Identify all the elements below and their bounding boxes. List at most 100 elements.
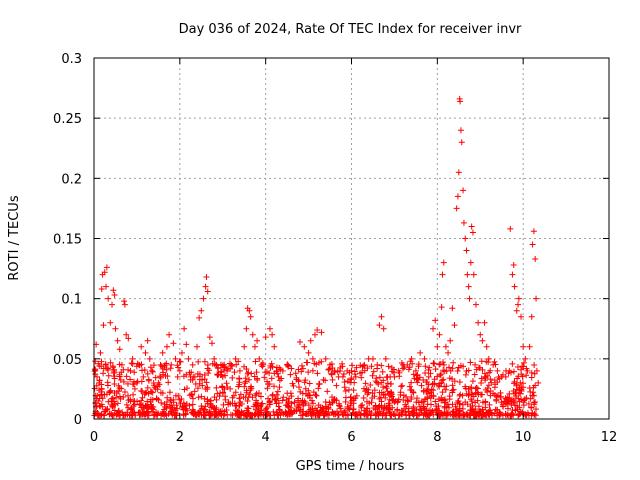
- noise-point: [120, 393, 127, 400]
- data-point: [485, 355, 492, 362]
- noise-point: [485, 382, 492, 389]
- data-point: [112, 325, 119, 332]
- data-point: [490, 361, 497, 368]
- data-points: [92, 95, 542, 404]
- noise-point: [139, 394, 146, 401]
- noise-point: [274, 395, 281, 402]
- noise-point: [263, 368, 270, 375]
- data-point: [533, 295, 540, 302]
- data-point: [96, 379, 103, 386]
- noise-point: [382, 412, 389, 419]
- data-point: [434, 343, 441, 350]
- noise-point: [369, 372, 376, 379]
- noise-point: [111, 407, 118, 414]
- noise-point: [116, 373, 123, 380]
- data-point: [468, 223, 475, 230]
- data-point: [477, 331, 484, 338]
- noise-point: [450, 359, 457, 366]
- noise-point: [227, 365, 234, 372]
- data-point: [376, 322, 383, 329]
- data-point: [107, 319, 114, 326]
- noise-point: [253, 397, 260, 404]
- noise-point: [220, 412, 227, 419]
- noise-point: [316, 381, 323, 388]
- noise-point: [189, 409, 196, 416]
- noise-point: [243, 389, 250, 396]
- noise-point: [413, 399, 420, 406]
- noise-point: [198, 393, 205, 400]
- noise-point: [219, 383, 226, 390]
- noise-point: [397, 389, 404, 396]
- noise-point: [236, 402, 243, 409]
- noise-point: [414, 395, 421, 402]
- noise-point: [472, 399, 479, 406]
- data-point: [526, 343, 533, 350]
- noise-point: [124, 380, 131, 387]
- x-tick-label: 12: [601, 430, 618, 445]
- noise-point: [305, 387, 312, 394]
- data-point: [361, 361, 368, 368]
- noise-point: [144, 398, 151, 405]
- noise-point: [506, 390, 513, 397]
- noise-point: [504, 394, 511, 401]
- noise-point: [327, 401, 334, 408]
- data-point: [176, 367, 183, 374]
- noise-point: [287, 371, 294, 378]
- noise-point: [478, 375, 485, 382]
- noise-point: [456, 392, 463, 399]
- noise-point: [370, 368, 377, 375]
- noise-point: [188, 391, 195, 398]
- noise-point: [381, 405, 388, 412]
- noise-point: [203, 379, 210, 386]
- data-point: [378, 313, 385, 320]
- noise-point: [269, 392, 276, 399]
- noise-point: [95, 387, 102, 394]
- noise-point: [360, 362, 367, 369]
- x-tick-label: 10: [515, 430, 532, 445]
- noise-point: [362, 380, 369, 387]
- noise-point: [111, 366, 118, 373]
- noise-point: [160, 369, 167, 376]
- noise-point: [215, 365, 222, 372]
- noise-point: [408, 395, 415, 402]
- noise-point: [531, 361, 538, 368]
- noise-point: [254, 408, 261, 415]
- data-point: [314, 326, 321, 333]
- noise-point: [527, 395, 534, 402]
- noise-point: [302, 399, 309, 406]
- noise-point: [390, 396, 397, 403]
- data-point: [305, 349, 312, 356]
- noise-point: [98, 411, 105, 418]
- noise-point: [441, 383, 448, 390]
- data-point: [98, 286, 105, 293]
- noise-point: [498, 399, 505, 406]
- noise-point: [362, 407, 369, 414]
- noise-point: [482, 398, 489, 405]
- x-tick-label: 0: [90, 430, 98, 445]
- noise-point: [471, 371, 478, 378]
- noise-point: [520, 397, 527, 404]
- noise-point: [385, 400, 392, 407]
- noise-point: [409, 360, 416, 367]
- noise-point: [299, 365, 306, 372]
- noise-point: [299, 390, 306, 397]
- noise-point: [345, 386, 352, 393]
- data-point: [445, 349, 452, 356]
- data-point: [470, 271, 477, 278]
- data-point: [404, 361, 411, 368]
- noise-point: [143, 403, 150, 410]
- noise-point: [216, 393, 223, 400]
- data-point: [116, 346, 123, 353]
- noise-point: [154, 383, 161, 390]
- data-point: [249, 331, 256, 338]
- noise-point: [399, 382, 406, 389]
- noise-point: [301, 379, 308, 386]
- noise-point: [108, 395, 115, 402]
- data-point: [133, 379, 140, 386]
- noise-point: [433, 403, 440, 410]
- noise-point: [388, 380, 395, 387]
- noise-point: [373, 379, 380, 386]
- noise-point: [505, 412, 512, 419]
- noise-point: [425, 367, 432, 374]
- data-point: [241, 343, 248, 350]
